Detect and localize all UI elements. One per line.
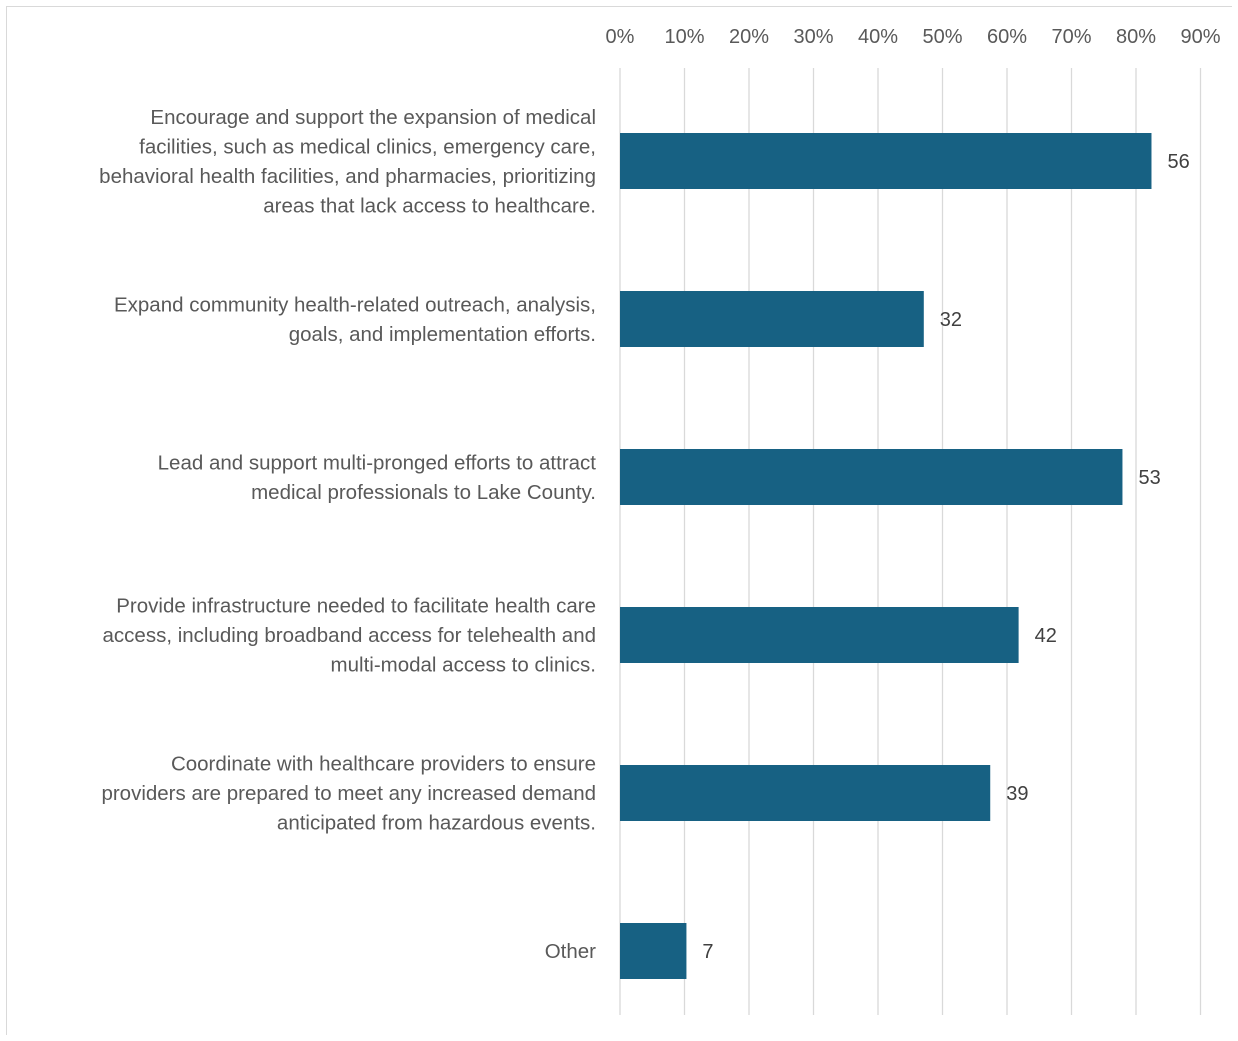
- x-tick-label: 20%: [729, 26, 769, 48]
- bar: [620, 291, 924, 347]
- data-label: 56: [1167, 151, 1189, 173]
- data-label: 32: [940, 309, 962, 331]
- x-tick-label: 10%: [664, 26, 704, 48]
- category-label: Lead and support multi-pronged efforts t…: [158, 451, 597, 474]
- bar: [620, 765, 991, 821]
- category-label: Coordinate with healthcare providers to …: [171, 753, 596, 776]
- bar: [620, 449, 1123, 505]
- data-label: 39: [1006, 783, 1028, 805]
- x-tick-label: 70%: [1051, 26, 1091, 48]
- bars: [620, 133, 1152, 979]
- data-labels: 56 32 53 42 39 7: [702, 151, 1189, 963]
- category-label: anticipated from hazardous events.: [277, 812, 596, 835]
- x-axis-ticks: 0% 10% 20% 30% 40% 50% 60% 70% 80% 90%: [606, 26, 1221, 48]
- category-label: goals, and implementation efforts.: [289, 323, 596, 346]
- category-label: areas that lack access to healthcare.: [263, 194, 596, 217]
- x-tick-label: 40%: [858, 26, 898, 48]
- category-label: Provide infrastructure needed to facilit…: [116, 595, 596, 618]
- category-label: Expand community health-related outreach…: [114, 293, 596, 316]
- data-label: 42: [1035, 625, 1057, 647]
- data-label: 7: [702, 941, 713, 963]
- category-label: facilities, such as medical clinics, eme…: [139, 135, 596, 158]
- category-label: Encourage and support the expansion of m…: [150, 106, 596, 129]
- category-labels: Encourage and support the expansion of m…: [99, 106, 596, 963]
- bar: [620, 133, 1152, 189]
- bar: [620, 607, 1019, 663]
- data-label: 53: [1138, 467, 1160, 489]
- category-label: providers are prepared to meet any incre…: [101, 782, 596, 805]
- x-tick-label: 0%: [606, 26, 635, 48]
- x-tick-label: 30%: [793, 26, 833, 48]
- category-label: access, including broadband access for t…: [103, 624, 596, 647]
- x-tick-label: 80%: [1116, 26, 1156, 48]
- category-label: multi-modal access to clinics.: [331, 654, 596, 677]
- x-tick-label: 50%: [922, 26, 962, 48]
- category-label: behavioral health facilities, and pharma…: [99, 165, 596, 188]
- bar: [620, 923, 687, 979]
- gridlines: [619, 68, 1202, 1015]
- x-tick-label: 60%: [987, 26, 1027, 48]
- category-label: medical professionals to Lake County.: [251, 481, 596, 504]
- x-tick-label: 90%: [1180, 26, 1220, 48]
- chart-frame: [6, 6, 1232, 1035]
- category-label: Other: [545, 940, 596, 963]
